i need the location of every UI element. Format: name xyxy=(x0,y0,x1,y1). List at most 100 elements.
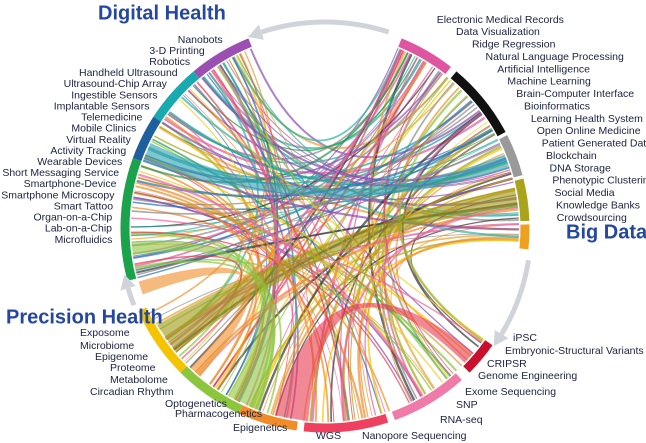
node-label: Machine Learning xyxy=(507,76,591,88)
node-label: Epigenetics xyxy=(233,422,287,434)
chord xyxy=(131,143,501,215)
node-label: Learning Health System xyxy=(531,113,643,125)
arrowhead xyxy=(493,329,509,347)
node-label: Blockchain xyxy=(546,150,597,162)
node-label: Telemedicine xyxy=(81,112,142,124)
node-label: Phenotypic Clustering xyxy=(552,175,646,187)
group-title: Digital Health xyxy=(98,2,226,24)
node-label: Epigenome xyxy=(95,351,148,363)
node-label: Short Messaging Service xyxy=(2,167,119,179)
chord xyxy=(342,145,502,421)
node-label: RNA-seq xyxy=(440,414,483,426)
chord xyxy=(381,133,495,403)
chord xyxy=(270,128,493,415)
node-label: Circadian Rhythm xyxy=(90,386,174,398)
group-arc xyxy=(132,116,162,162)
node-label: Nanopore Sequencing xyxy=(362,430,467,442)
group-title: Big Data xyxy=(566,221,646,243)
node-label: Ultrasound-Chip Array xyxy=(64,78,168,90)
chord xyxy=(142,159,520,231)
node-label: Smart Tattoo xyxy=(54,200,113,212)
group-arc xyxy=(153,71,200,122)
group-arc xyxy=(238,405,298,431)
node-label: Data Visualization xyxy=(456,26,540,38)
node-label: Proteome xyxy=(110,362,156,374)
chord xyxy=(202,58,422,150)
chord xyxy=(189,88,485,340)
chord xyxy=(357,236,519,419)
node-label: Lab-on-a-Chip xyxy=(45,223,112,235)
node-label: Patient Generated Data xyxy=(542,138,646,150)
node-label: Exome Sequencing xyxy=(465,386,556,398)
arrowhead xyxy=(247,24,264,40)
node-label: Wearable Devices xyxy=(37,156,122,168)
node-label: Metabolome xyxy=(110,374,168,386)
chord xyxy=(131,231,410,404)
node-label: Ingestible Sensors xyxy=(71,89,157,101)
group-arc xyxy=(120,158,142,281)
chord-band xyxy=(156,187,518,353)
arrowhead xyxy=(120,274,136,291)
chord xyxy=(233,48,402,142)
node-label: iPSC xyxy=(513,332,537,344)
node-label: Natural Language Processing xyxy=(486,51,625,63)
node-label: Pharmacogenetics xyxy=(175,408,262,420)
node-label: Handheld Ultrasound xyxy=(79,67,178,79)
chord xyxy=(219,64,511,187)
node-label: Bioinformatics xyxy=(524,100,590,112)
chord-band xyxy=(142,142,510,197)
node-label: Microbiome xyxy=(80,340,134,352)
group-arc xyxy=(303,413,389,433)
node-label: Electronic Medical Records xyxy=(437,14,564,26)
connector-arc xyxy=(499,259,531,336)
node-label: Microfluidics xyxy=(55,234,113,246)
chord xyxy=(394,121,488,378)
node-label: Activity Tracking xyxy=(50,145,126,157)
group-arc xyxy=(398,38,451,74)
node-label: Organ-on-a-Chip xyxy=(33,212,112,224)
node-label: Nanobots xyxy=(178,34,223,46)
group-arc xyxy=(499,135,523,178)
group-arc xyxy=(450,71,506,137)
chord xyxy=(383,112,482,398)
node-label: CRIPSR xyxy=(487,358,527,370)
chord xyxy=(341,206,519,422)
connector-arc xyxy=(260,19,390,35)
group-arc xyxy=(193,38,252,79)
node-label: Implantable Sensors xyxy=(54,100,150,112)
node-label: Genome Engineering xyxy=(478,370,577,382)
chord xyxy=(140,52,409,184)
group-title: Precision Health xyxy=(6,306,163,328)
node-label: Exposome xyxy=(80,327,130,339)
chords xyxy=(130,48,520,422)
chord-band xyxy=(131,240,276,411)
node-label: WGS xyxy=(316,430,341,442)
chord xyxy=(252,171,511,409)
chord xyxy=(196,81,349,421)
node-label: Embryonic-Structural Variants xyxy=(505,345,644,357)
group-arc xyxy=(463,340,493,373)
node-label: Smartphone Microscopy xyxy=(1,189,115,201)
chord xyxy=(180,96,519,239)
node-label: Robotics xyxy=(149,56,190,68)
node-label: Virtual Reality xyxy=(66,134,131,146)
group-arc xyxy=(514,178,530,222)
chord xyxy=(135,185,258,391)
node-label: Brain-Computer Interface xyxy=(516,88,634,100)
chord xyxy=(262,169,511,412)
node-label: Social Media xyxy=(554,187,614,199)
chord xyxy=(216,66,448,380)
chord xyxy=(216,172,512,391)
node-label: DNA Storage xyxy=(550,162,611,174)
node-label: Mobile Clinics xyxy=(71,123,136,135)
connector-arc xyxy=(125,287,137,307)
chord xyxy=(349,129,493,420)
node-label: SNP xyxy=(456,399,478,411)
chord xyxy=(181,49,402,360)
group-arc xyxy=(138,307,187,373)
node-label: Crowdsourcing xyxy=(557,212,627,224)
node-label: Open Online Medicine xyxy=(537,125,641,137)
arcs xyxy=(120,19,531,433)
